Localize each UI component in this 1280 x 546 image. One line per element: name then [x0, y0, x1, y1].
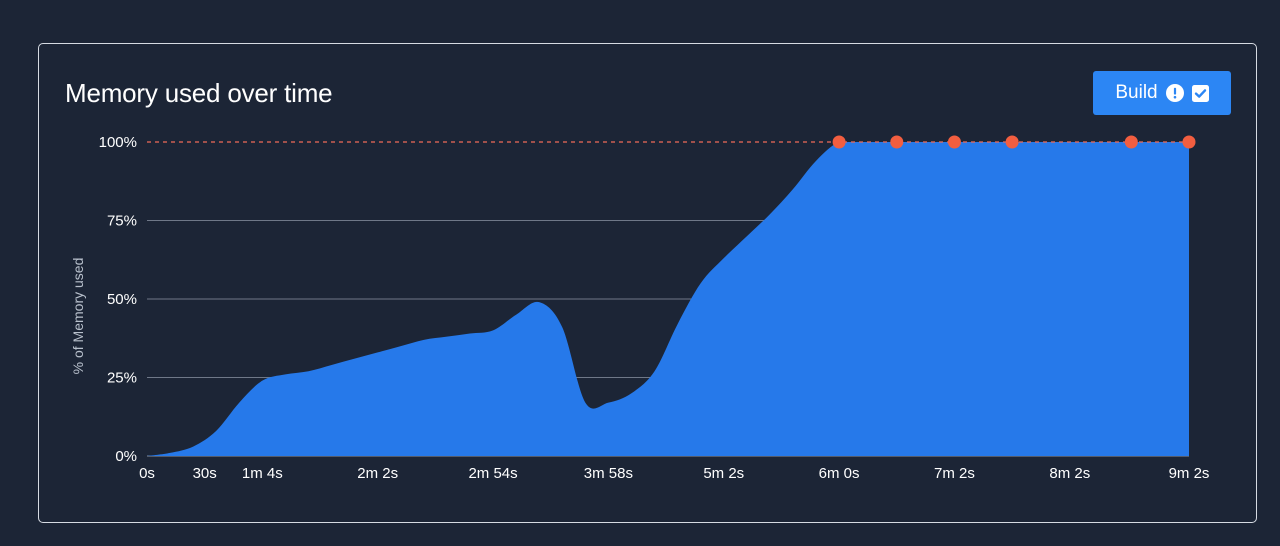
build-button-label: Build — [1115, 82, 1158, 103]
y-tick-label: 0% — [115, 448, 137, 465]
x-tick-label: 30s — [193, 465, 217, 482]
limit-marker[interactable] — [1124, 135, 1138, 149]
y-tick-label: 50% — [107, 291, 137, 308]
limit-marker[interactable] — [832, 135, 846, 149]
checkbox-checked-icon[interactable] — [1191, 84, 1209, 102]
chart-card — [38, 43, 1257, 523]
x-tick-label: 6m 0s — [819, 465, 860, 482]
exclamation-circle-icon — [1165, 84, 1184, 102]
memory-area — [147, 142, 1189, 456]
x-tick-label: 0s — [139, 465, 155, 482]
y-axis-title: % of Memory used — [70, 258, 86, 375]
limit-marker[interactable] — [1005, 135, 1019, 149]
limit-markers — [832, 135, 1196, 149]
x-tick-label: 3m 58s — [584, 465, 633, 482]
y-tick-label: 75% — [107, 213, 137, 230]
x-axis-ticks: 0s 30s 1m 4s 2m 2s 2m 54s 3m 58s 5m 2s 6m 0s 7m … — [139, 465, 1209, 482]
x-tick-label: 2m 2s — [357, 465, 398, 482]
build-button[interactable]: Build — [1093, 71, 1231, 115]
x-tick-label: 2m 54s — [468, 465, 517, 482]
y-axis-ticks: 0% 25% 50% 75% 100% — [99, 134, 137, 465]
x-tick-label: 9m 2s — [1169, 465, 1210, 482]
y-tick-label: 100% — [99, 134, 137, 151]
x-tick-label: 5m 2s — [703, 465, 744, 482]
limit-marker[interactable] — [947, 135, 961, 149]
limit-marker[interactable] — [890, 135, 904, 149]
x-tick-label: 8m 2s — [1049, 465, 1090, 482]
page-title: Memory used over time — [65, 78, 333, 108]
limit-marker[interactable] — [1182, 135, 1196, 149]
x-tick-label: 7m 2s — [934, 465, 975, 482]
y-tick-label: 25% — [107, 370, 137, 387]
x-tick-label: 1m 4s — [242, 465, 283, 482]
